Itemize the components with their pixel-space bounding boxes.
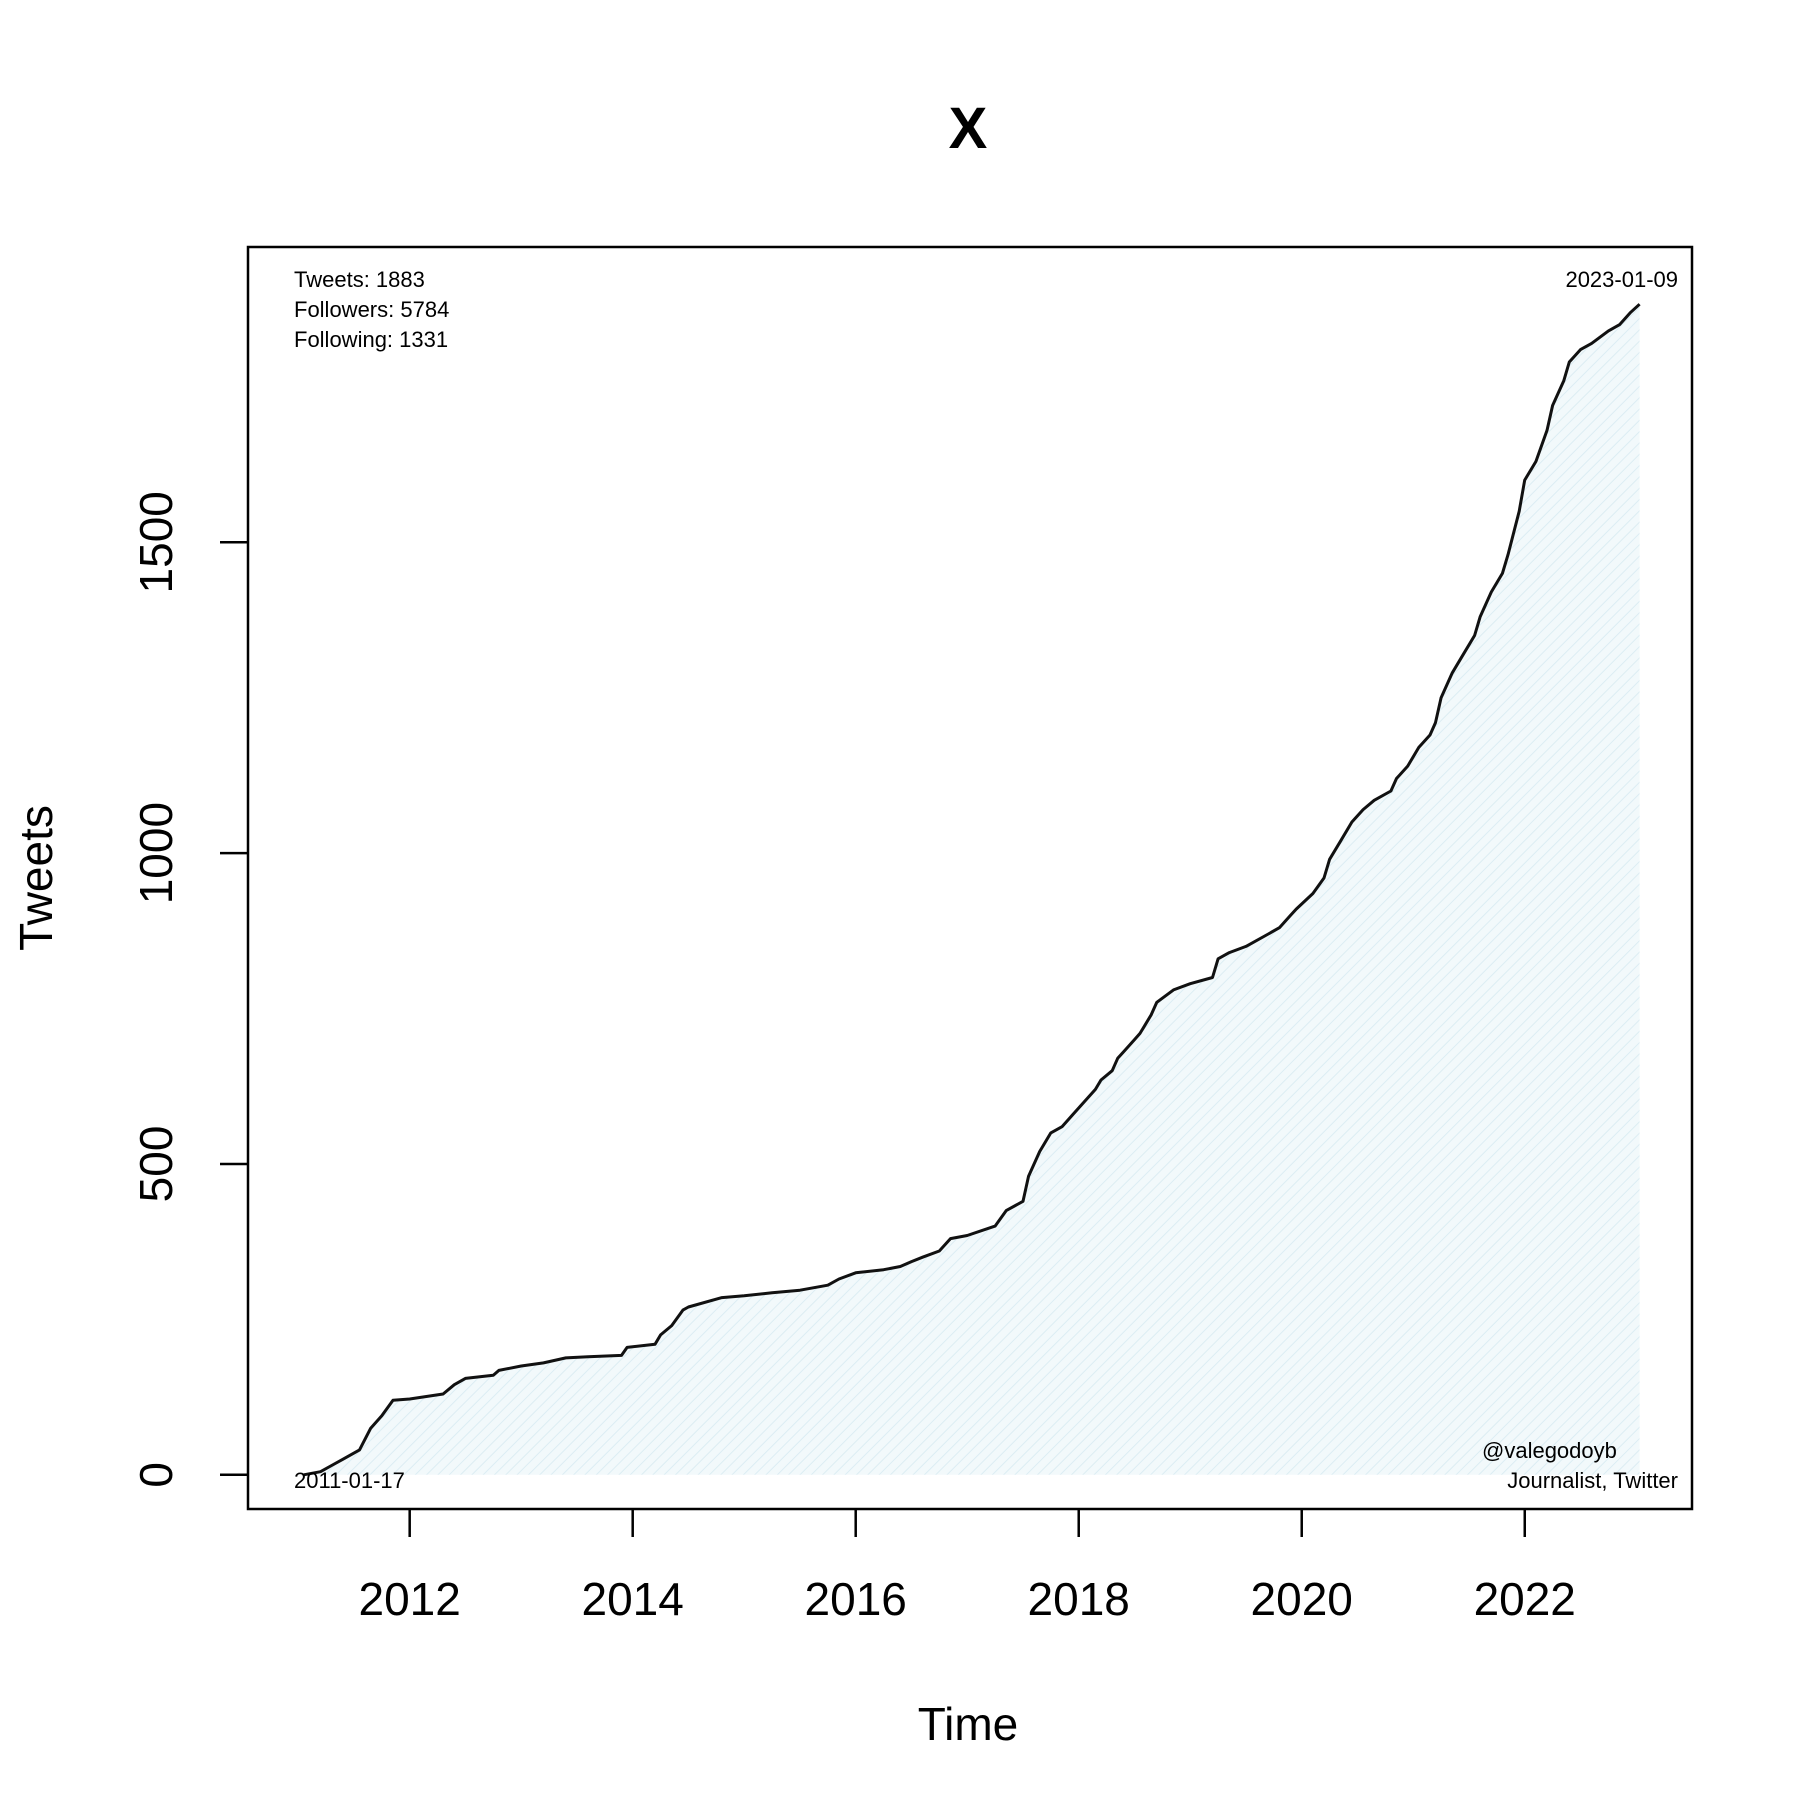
plot-frame: [246, 245, 1694, 1511]
series-area-0: [303, 304, 1640, 1475]
y-tick-label-0: 0: [130, 1462, 182, 1488]
stat-tweets: Tweets: 1883: [294, 267, 425, 292]
stat-followers: Followers: 5784: [294, 297, 449, 322]
x-tick-label-2020: 2020: [1251, 1573, 1353, 1625]
end-date-label: 2023-01-09: [1565, 267, 1678, 292]
x-tick-label-2018: 2018: [1028, 1573, 1130, 1625]
x-tick-label-2016: 2016: [805, 1573, 907, 1625]
y-tick-label-1500: 1500: [130, 491, 182, 593]
user-description: Journalist, Twitter: [1507, 1468, 1678, 1493]
plot-area: [303, 303, 1641, 1477]
x-tick-label-2012: 2012: [359, 1573, 461, 1625]
stat-following: Following: 1331: [294, 327, 448, 352]
start-date-label: 2011-01-17: [294, 1468, 405, 1493]
series-line-0: [303, 303, 1641, 1477]
x-tick-label-2022: 2022: [1474, 1573, 1576, 1625]
y-tick-label-1000: 1000: [130, 802, 182, 904]
x-axis: 2012 2014 2016 2018 2020 2022: [359, 1509, 1576, 1625]
x-tick-label-2014: 2014: [582, 1573, 684, 1625]
user-handle: @valegodoyb: [1482, 1438, 1617, 1463]
y-axis: 0 500 1000 1500: [130, 491, 248, 1488]
chart-title: X: [949, 96, 988, 161]
y-tick-label-500: 500: [130, 1126, 182, 1203]
y-axis-label: Tweets: [10, 805, 62, 951]
x-axis-label: Time: [918, 1698, 1019, 1750]
